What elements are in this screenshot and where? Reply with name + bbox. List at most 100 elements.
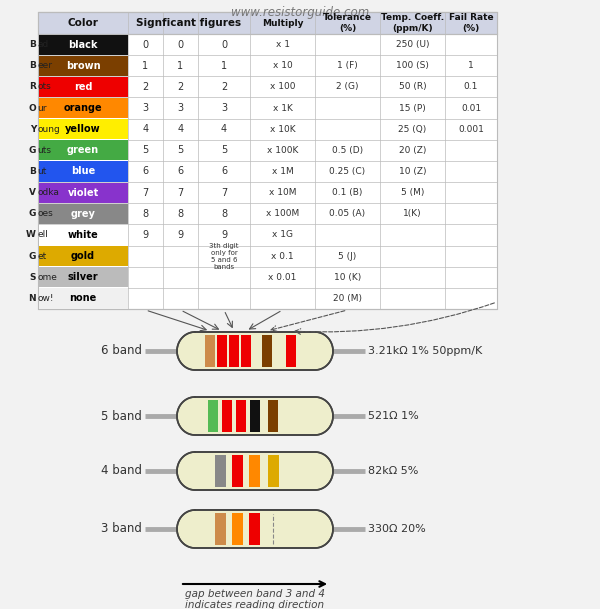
Text: gold: gold bbox=[71, 251, 95, 261]
Polygon shape bbox=[177, 332, 333, 370]
Text: odka: odka bbox=[37, 188, 59, 197]
Text: 3: 3 bbox=[221, 103, 227, 113]
Text: 1: 1 bbox=[468, 62, 474, 70]
FancyBboxPatch shape bbox=[250, 400, 260, 432]
Text: violet: violet bbox=[67, 188, 98, 198]
Text: B: B bbox=[29, 167, 36, 176]
Text: 50 (R): 50 (R) bbox=[398, 82, 427, 91]
Text: 8: 8 bbox=[178, 209, 184, 219]
Text: 0.25 (C): 0.25 (C) bbox=[329, 167, 365, 176]
Text: grey: grey bbox=[71, 209, 95, 219]
FancyBboxPatch shape bbox=[38, 246, 128, 266]
Text: x 100K: x 100K bbox=[267, 146, 298, 155]
Text: 0.5 (D): 0.5 (D) bbox=[332, 146, 363, 155]
Text: G: G bbox=[29, 146, 36, 155]
FancyBboxPatch shape bbox=[215, 513, 226, 545]
Text: 10 (K): 10 (K) bbox=[334, 273, 361, 282]
FancyBboxPatch shape bbox=[38, 225, 128, 245]
Text: x 1M: x 1M bbox=[272, 167, 293, 176]
Text: 3.21kΩ 1% 50ppm/K: 3.21kΩ 1% 50ppm/K bbox=[368, 346, 482, 356]
Text: 100 (S): 100 (S) bbox=[396, 62, 429, 70]
Text: x 1K: x 1K bbox=[272, 104, 292, 113]
Text: Tolerance
(%): Tolerance (%) bbox=[323, 13, 372, 33]
Text: eer: eer bbox=[37, 62, 52, 70]
Text: ome: ome bbox=[37, 273, 57, 282]
FancyBboxPatch shape bbox=[241, 335, 251, 367]
Text: Signficant figures: Signficant figures bbox=[136, 18, 242, 28]
Text: 5: 5 bbox=[178, 146, 184, 155]
FancyBboxPatch shape bbox=[215, 455, 226, 487]
Text: B: B bbox=[29, 62, 36, 70]
Text: O: O bbox=[28, 104, 36, 113]
Text: 0.1: 0.1 bbox=[464, 82, 478, 91]
FancyBboxPatch shape bbox=[286, 335, 296, 367]
Text: 0.05 (A): 0.05 (A) bbox=[329, 209, 365, 218]
Text: 5 (M): 5 (M) bbox=[401, 188, 424, 197]
Text: 7: 7 bbox=[142, 188, 149, 198]
Text: 1: 1 bbox=[142, 61, 149, 71]
Text: ur: ur bbox=[37, 104, 47, 113]
Text: uts: uts bbox=[37, 146, 51, 155]
Text: 9: 9 bbox=[221, 230, 227, 240]
Text: 3: 3 bbox=[142, 103, 149, 113]
FancyBboxPatch shape bbox=[38, 119, 128, 139]
Text: 1 (F): 1 (F) bbox=[337, 62, 358, 70]
Text: V: V bbox=[29, 188, 36, 197]
Text: oung: oung bbox=[37, 125, 60, 134]
Text: 20 (M): 20 (M) bbox=[333, 294, 362, 303]
Text: x 1: x 1 bbox=[275, 40, 290, 49]
Text: 1(K): 1(K) bbox=[403, 209, 422, 218]
FancyBboxPatch shape bbox=[38, 183, 128, 203]
Text: 3 band: 3 band bbox=[101, 523, 142, 535]
Text: orange: orange bbox=[64, 103, 103, 113]
Text: 7: 7 bbox=[221, 188, 227, 198]
Text: 4: 4 bbox=[178, 124, 184, 134]
Text: indicates reading direction: indicates reading direction bbox=[185, 600, 325, 609]
FancyBboxPatch shape bbox=[38, 140, 128, 160]
Text: 8: 8 bbox=[221, 209, 227, 219]
Text: x 100: x 100 bbox=[270, 82, 295, 91]
Polygon shape bbox=[177, 397, 333, 435]
FancyBboxPatch shape bbox=[38, 288, 128, 309]
Text: 250 (U): 250 (U) bbox=[396, 40, 429, 49]
Text: 0.01: 0.01 bbox=[461, 104, 481, 113]
Text: yellow: yellow bbox=[65, 124, 101, 134]
Text: 4 band: 4 band bbox=[101, 465, 142, 477]
Text: et: et bbox=[37, 252, 46, 261]
FancyBboxPatch shape bbox=[208, 400, 218, 432]
FancyBboxPatch shape bbox=[38, 12, 497, 34]
Text: S: S bbox=[29, 273, 36, 282]
Text: 4: 4 bbox=[221, 124, 227, 134]
FancyBboxPatch shape bbox=[38, 161, 128, 181]
FancyBboxPatch shape bbox=[38, 77, 128, 97]
Text: Multiply: Multiply bbox=[262, 18, 303, 27]
Text: 9: 9 bbox=[178, 230, 184, 240]
FancyBboxPatch shape bbox=[229, 335, 239, 367]
Text: x 10M: x 10M bbox=[269, 188, 296, 197]
Text: 6: 6 bbox=[178, 166, 184, 177]
Text: Temp. Coeff.
(ppm/K): Temp. Coeff. (ppm/K) bbox=[381, 13, 444, 33]
Text: R: R bbox=[29, 82, 36, 91]
Text: 1: 1 bbox=[178, 61, 184, 71]
Text: brown: brown bbox=[65, 61, 100, 71]
Text: G: G bbox=[29, 252, 36, 261]
FancyBboxPatch shape bbox=[268, 400, 278, 432]
Text: 330Ω 20%: 330Ω 20% bbox=[368, 524, 426, 534]
FancyBboxPatch shape bbox=[38, 35, 128, 55]
Text: 6: 6 bbox=[142, 166, 149, 177]
Text: 3th digit
only for
5 and 6
bands: 3th digit only for 5 and 6 bands bbox=[209, 242, 239, 270]
Text: ut: ut bbox=[37, 167, 46, 176]
Text: 0.1 (B): 0.1 (B) bbox=[332, 188, 362, 197]
FancyBboxPatch shape bbox=[248, 513, 260, 545]
Text: 5 (J): 5 (J) bbox=[338, 252, 356, 261]
Text: 0: 0 bbox=[178, 40, 184, 49]
Text: x 1G: x 1G bbox=[272, 230, 293, 239]
FancyBboxPatch shape bbox=[222, 400, 232, 432]
Text: x 10K: x 10K bbox=[269, 125, 295, 134]
Text: 2: 2 bbox=[221, 82, 227, 92]
Text: red: red bbox=[74, 82, 92, 92]
Text: 8: 8 bbox=[142, 209, 149, 219]
Text: oes: oes bbox=[37, 209, 53, 218]
Text: N: N bbox=[28, 294, 36, 303]
Text: ow!: ow! bbox=[37, 294, 53, 303]
